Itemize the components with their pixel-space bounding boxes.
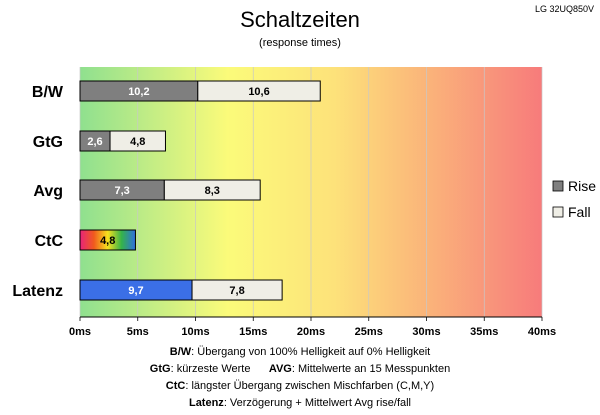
note-latenz: Latenz: Verzögerung + Mittelwert Avg ris… <box>188 397 412 409</box>
chart-notes: B/W: Übergang von 100% Helligkeit auf 0%… <box>0 344 600 412</box>
x-tick-label: 20ms <box>297 326 325 338</box>
bar-fall-label: 10,6 <box>248 86 269 98</box>
chart-title: Schaltzeiten <box>240 7 360 32</box>
x-tick-label: 10ms <box>181 326 209 338</box>
category-label: CtC <box>35 233 64 250</box>
bar-rise-label: 7,3 <box>115 185 130 197</box>
category-label: GtG <box>33 134 63 151</box>
legend-label-rise: Rise <box>568 178 596 194</box>
category-labels: B/W GtG Avg CtC Latenz <box>12 84 64 300</box>
legend-swatch-rise <box>552 180 564 192</box>
category-label: Latenz <box>12 283 63 300</box>
legend: Rise Fall <box>552 178 596 220</box>
bar-fall <box>197 80 321 102</box>
gridlines <box>79 67 543 317</box>
x-tick-label: 40ms <box>528 326 556 338</box>
x-tick-label: 30ms <box>412 326 440 338</box>
monitor-model-label: LG 32UQ850V <box>535 4 594 14</box>
bar-fall <box>109 130 166 152</box>
category-label: Avg <box>33 183 63 200</box>
x-tick-label: 35ms <box>470 326 498 338</box>
bar-rise-label: 2,6 <box>87 136 102 148</box>
note-bw: B/W: Übergang von 100% Helligkeit auf 0%… <box>169 346 431 358</box>
legend-swatch-fall <box>552 206 564 218</box>
bars: 10,2 10,6 2,6 4,8 7,3 8,3 4,8 9,7 7,8 <box>79 80 321 301</box>
x-tick-label: 15ms <box>239 326 267 338</box>
bar-fall-label: 8,3 <box>205 185 220 197</box>
x-tick-label: 25ms <box>355 326 383 338</box>
bar-rise-label: 10,2 <box>128 86 149 98</box>
x-tick-label: 0ms <box>69 326 91 338</box>
note-gtg-avg: GtG: kürzeste Werte AVG: Mittelwerte an … <box>149 363 451 375</box>
bar-rise-label: 9,7 <box>128 285 143 297</box>
bar-fall-label: 7,8 <box>229 285 244 297</box>
x-axis-ticks: 0ms 5ms 10ms 15ms 20ms 25ms 30ms 35ms 40ms <box>69 316 556 338</box>
legend-label-fall: Fall <box>568 204 591 220</box>
chart-subtitle: (response times) <box>259 37 341 49</box>
category-label: B/W <box>32 84 64 101</box>
bar-fall <box>191 279 283 301</box>
bar-rise <box>79 229 136 251</box>
note-ctc: CtC: längster Übergang zwischen Mischfar… <box>165 380 435 392</box>
bar-fall-label: 4,8 <box>130 136 145 148</box>
bar-fall <box>163 179 261 201</box>
bar-rise-label: 4,8 <box>100 235 115 247</box>
x-tick-label: 5ms <box>127 326 149 338</box>
